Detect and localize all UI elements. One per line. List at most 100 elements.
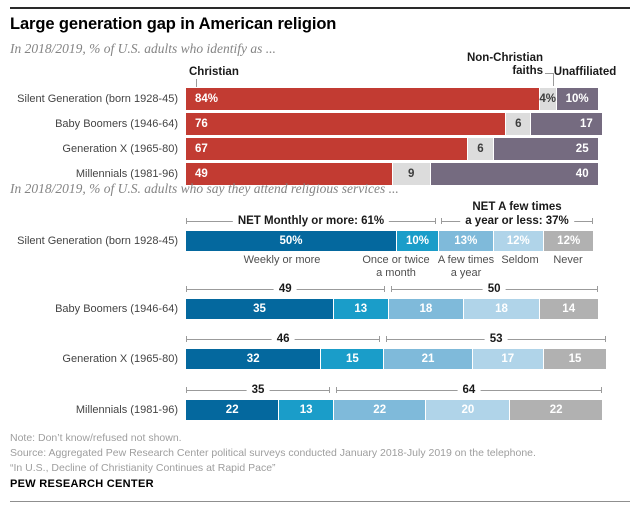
row-label: Millennials (1981-96) <box>75 168 178 180</box>
bottom-rule <box>10 501 630 502</box>
bar-segment: 13% <box>438 231 493 251</box>
row-label: Millennials (1981-96) <box>75 404 178 416</box>
faiths-leader-tick <box>553 73 554 86</box>
bar-segment: 22 <box>186 400 279 420</box>
net-monthly-label: NET Monthly or more: 61% <box>232 215 390 227</box>
value-label: 14 <box>562 303 576 315</box>
value-label: 15 <box>345 353 359 365</box>
net-value: 49 <box>273 283 297 295</box>
value-label: 13 <box>354 303 368 315</box>
net-bracket: 46 <box>186 333 381 345</box>
bar-segment: 10% <box>555 88 598 110</box>
net-yearly-label-line2: a year or less: 37% <box>460 215 574 227</box>
pew-research-center-logo: PEW RESEARCH CENTER <box>10 478 154 490</box>
bracket-tick <box>441 218 442 224</box>
bar-segment: 49 <box>186 163 392 185</box>
value-label: 40 <box>575 168 589 180</box>
value-label: 67 <box>195 143 208 155</box>
value-label: 50% <box>279 235 303 247</box>
bar-segment: 15 <box>543 349 606 369</box>
bracket-tick <box>600 387 602 393</box>
net-value: 35 <box>246 384 270 396</box>
bar-segment: 18 <box>387 299 464 319</box>
value-label: 76 <box>195 118 208 130</box>
bracket-tick <box>336 387 337 393</box>
value-label: 35 <box>253 303 266 315</box>
net-bracket: 53 <box>386 333 606 345</box>
page-title: Large generation gap in American religio… <box>10 15 337 33</box>
bracket-tick <box>379 336 381 342</box>
bar-segment: 18 <box>463 299 539 319</box>
value-label: 4% <box>539 93 557 105</box>
category-label: Weekly or more <box>243 254 321 266</box>
christian-leader-tick <box>196 79 197 87</box>
value-label: 12% <box>557 235 581 247</box>
value-label: 18 <box>495 303 508 315</box>
net-bracket: 50 <box>390 283 598 295</box>
value-label: 22 <box>373 404 387 416</box>
net-bracket: 35 <box>186 384 330 396</box>
attend-subtitle: In 2018/2019, % of U.S. adults who say t… <box>10 181 399 196</box>
note-line: Note: Don’t know/refused not shown. <box>10 432 182 444</box>
row-label: Silent Generation (born 1928-45) <box>17 235 178 247</box>
net-value: 50 <box>482 283 506 295</box>
value-label: 13% <box>454 235 478 247</box>
value-label: 20 <box>461 404 475 416</box>
bracket-tick <box>186 286 187 292</box>
bracket-tick <box>383 286 385 292</box>
net-value: 46 <box>271 333 295 345</box>
category-label: Never <box>553 254 583 266</box>
row-label: Generation X (1965-80) <box>62 353 178 365</box>
bar-segment: 13 <box>333 299 388 319</box>
value-label: 25 <box>575 143 589 155</box>
bar-segment: 22 <box>509 400 602 420</box>
bar-segment: 40 <box>429 163 598 185</box>
bar-segment: 35 <box>186 299 333 319</box>
value-label: 6 <box>515 118 522 130</box>
row-label: Baby Boomers (1946-64) <box>55 118 178 130</box>
bracket-tick <box>592 218 593 224</box>
value-label: 12% <box>506 235 530 247</box>
row-label: Generation X (1965-80) <box>62 143 178 155</box>
source-line: Source: Aggregated Pew Research Center p… <box>10 447 536 459</box>
value-label: 22 <box>549 404 563 416</box>
value-label: 21 <box>421 353 435 365</box>
bracket-tick <box>186 387 187 393</box>
value-label: 15 <box>568 353 582 365</box>
bar-segment: 21 <box>383 349 472 369</box>
bracket-tick <box>386 336 388 342</box>
value-label: 84% <box>195 93 219 105</box>
legend-non-christian-faiths: Non-Christian faiths <box>466 52 543 77</box>
value-label: 49 <box>195 168 208 180</box>
top-rule <box>10 7 630 9</box>
net-yearly-bracket: NET A few times a year or less: 37% <box>441 201 593 227</box>
row-label: Silent Generation (born 1928-45) <box>17 93 178 105</box>
value-label: 17 <box>501 353 515 365</box>
report-title-line: “In U.S., Decline of Christianity Contin… <box>10 462 276 474</box>
net-yearly-label-line1: NET A few times <box>468 201 566 213</box>
bracket-tick <box>596 286 598 292</box>
legend-unaffiliated: Unaffiliated <box>553 66 617 78</box>
bar-segment: 17 <box>530 113 602 135</box>
bracket-tick <box>390 286 392 292</box>
bar-segment: 84% <box>186 88 539 110</box>
bar-segment: 10% <box>396 231 438 251</box>
bar-segment: 17 <box>471 349 543 369</box>
bar-segment: 9 <box>391 163 430 185</box>
category-label: Seldom <box>501 254 539 266</box>
bar-segment: 50% <box>186 231 396 251</box>
net-bracket: 64 <box>336 384 602 396</box>
bar-segment: 6 <box>467 138 493 160</box>
legend-christian: Christian <box>189 66 239 78</box>
bar-segment: 14 <box>538 299 598 319</box>
bar-segment: 20 <box>425 400 510 420</box>
bar-segment: 25 <box>492 138 598 160</box>
bar-segment: 67 <box>186 138 468 160</box>
net-bracket: 49 <box>186 283 385 295</box>
bracket-tick <box>329 387 330 393</box>
bar-segment: 13 <box>278 400 333 420</box>
bracket-tick <box>435 218 436 224</box>
